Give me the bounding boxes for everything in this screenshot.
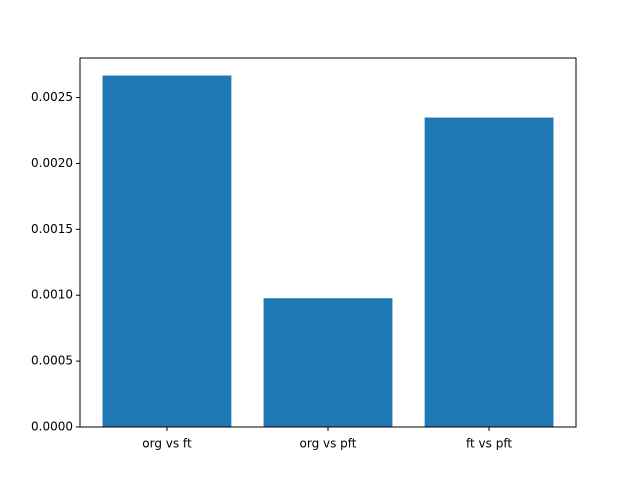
bar: [102, 75, 232, 427]
y-tick-label: 0.0015: [31, 222, 73, 236]
y-tick-label: 0.0025: [31, 90, 73, 104]
x-tick-label: org vs ft: [142, 437, 192, 451]
y-tick-label: 0.0005: [31, 354, 73, 368]
y-tick-label: 0.0020: [31, 156, 73, 170]
bar: [424, 117, 554, 428]
y-tick-label: 0.0000: [31, 420, 73, 434]
bar: [263, 298, 393, 427]
axes-frame: [79, 57, 577, 428]
x-tick-label: ft vs pft: [466, 437, 512, 451]
x-tick-label: org vs pft: [300, 437, 357, 451]
y-tick-label: 0.0010: [31, 288, 73, 302]
